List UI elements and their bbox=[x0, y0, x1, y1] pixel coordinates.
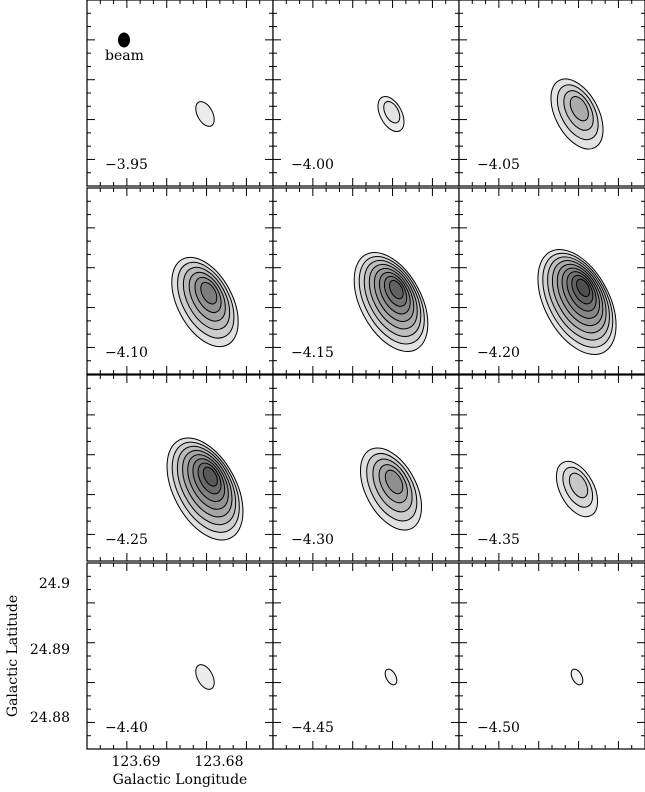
channel-panel: −4.30 bbox=[272, 374, 460, 562]
panel-frame bbox=[272, 562, 460, 750]
channel-panel: −4.15 bbox=[272, 187, 460, 375]
channel-velocity-label: −4.00 bbox=[291, 157, 334, 173]
channel-velocity-label: −4.50 bbox=[477, 720, 520, 736]
channel-velocity-label: −3.95 bbox=[105, 157, 148, 173]
contour-level bbox=[388, 279, 404, 300]
channel-panel: −3.95 bbox=[86, 0, 274, 187]
channel-velocity-label: −4.45 bbox=[291, 720, 334, 736]
panel-frame bbox=[86, 0, 274, 187]
contour-level bbox=[576, 278, 591, 298]
x-tick-label-1: 123.69 bbox=[112, 754, 161, 770]
y-tick-label-3: 24.88 bbox=[30, 710, 70, 726]
panel-frame bbox=[272, 0, 460, 187]
channel-panel: −4.45 bbox=[272, 562, 460, 750]
channel-velocity-label: −4.10 bbox=[105, 345, 148, 361]
channel-velocity-label: −4.30 bbox=[291, 532, 334, 548]
beam-ellipse bbox=[118, 32, 130, 48]
x-axis-title: Galactic Longitude bbox=[113, 772, 248, 788]
channel-velocity-label: −4.25 bbox=[105, 532, 148, 548]
contour-level bbox=[384, 668, 398, 686]
channel-velocity-label: −4.40 bbox=[105, 720, 148, 736]
x-tick-label-2: 123.68 bbox=[195, 754, 244, 770]
contour-level bbox=[195, 101, 215, 127]
channel-velocity-label: −4.35 bbox=[477, 532, 520, 548]
channel-velocity-label: −4.15 bbox=[291, 345, 334, 361]
channel-velocity-label: −4.05 bbox=[477, 157, 520, 173]
channel-panel: −4.35 bbox=[458, 374, 645, 562]
channel-panel: −4.25 bbox=[86, 374, 274, 562]
beam-label: beam bbox=[105, 48, 144, 64]
contour-level bbox=[384, 469, 404, 495]
channel-panel: −4.50 bbox=[458, 562, 645, 750]
channel-panel: −4.05 bbox=[458, 0, 645, 187]
contour-level bbox=[568, 472, 589, 499]
panel-frame bbox=[86, 562, 274, 750]
channel-panel: −4.20 bbox=[458, 187, 645, 375]
contour-level bbox=[570, 668, 584, 686]
contour-level bbox=[202, 466, 218, 487]
channel-panel: −4.00 bbox=[272, 0, 460, 187]
contour-level bbox=[200, 281, 218, 305]
channel-panel: −4.10 bbox=[86, 187, 274, 375]
panel-frame bbox=[458, 562, 645, 750]
contour-level bbox=[569, 96, 589, 122]
contour-level bbox=[195, 664, 215, 690]
panel-grid: −3.95 −4.00 −4.05 −4.10 −4.15 −4.20 −4.25 −4.30… bbox=[86, 0, 645, 750]
y-axis-title: Galactic Latitude bbox=[5, 595, 21, 717]
channel-panel: −4.40 bbox=[86, 562, 274, 750]
contour-level bbox=[383, 100, 401, 124]
channel-velocity-label: −4.20 bbox=[477, 345, 520, 361]
y-tick-label-2: 24.89 bbox=[30, 642, 70, 658]
y-tick-label-1: 24.9 bbox=[39, 576, 70, 592]
